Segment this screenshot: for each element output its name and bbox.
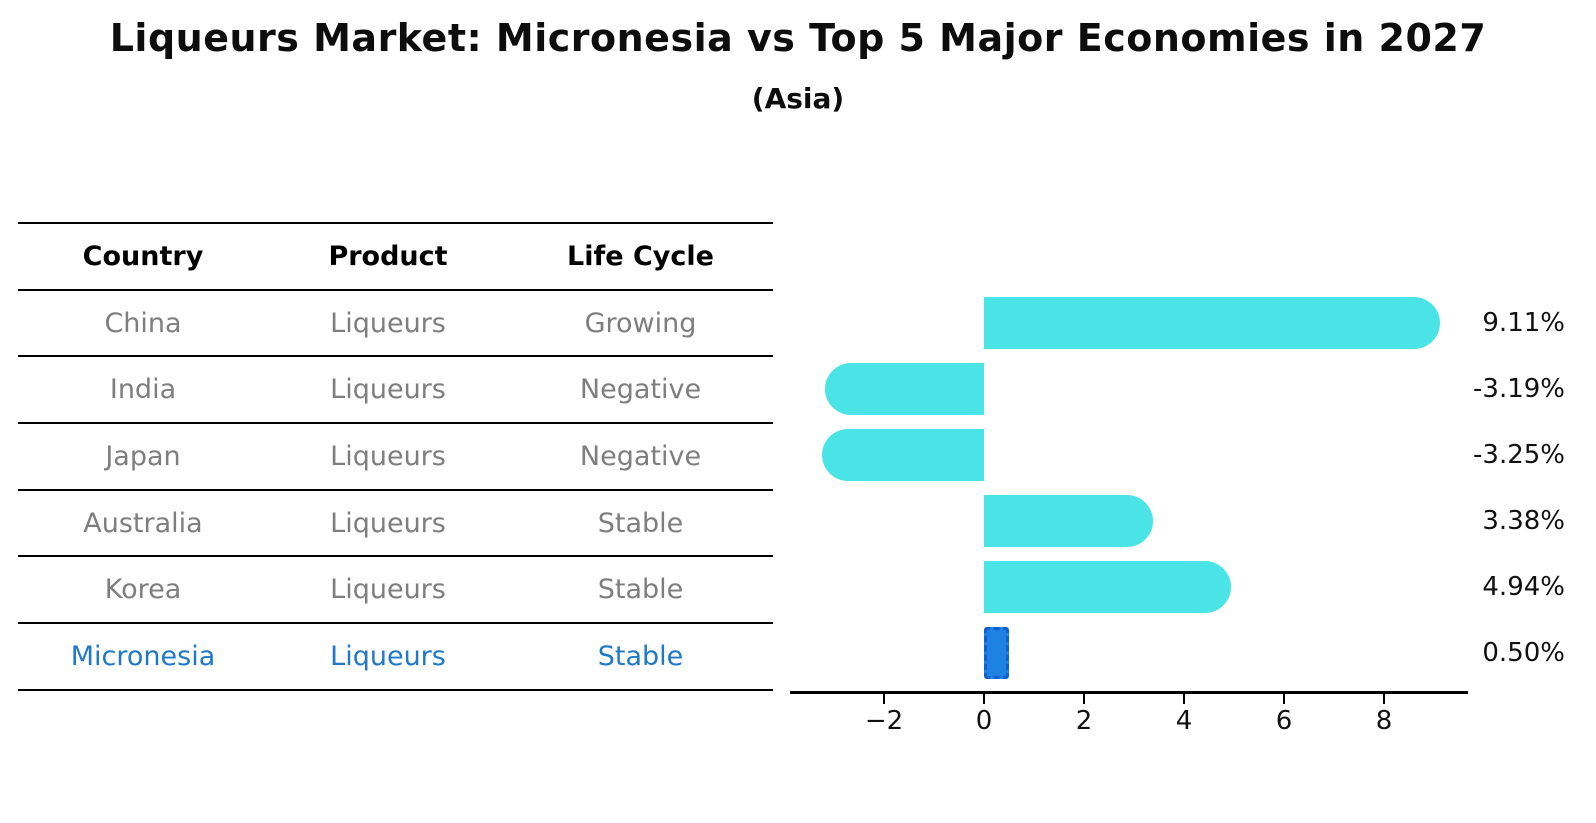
column-header-life-cycle: Life Cycle <box>567 240 714 272</box>
cell-life-cycle: Negative <box>579 374 702 406</box>
page-title: Liqueurs Market: Micronesia vs Top 5 Maj… <box>109 16 1487 60</box>
bar-china <box>984 297 1440 349</box>
cell-country: Australia <box>83 507 203 539</box>
column-header-product: Product <box>328 240 448 272</box>
bar-australia <box>984 495 1153 547</box>
column-header-country: Country <box>82 240 204 272</box>
comparison-table: Country Product Life Cycle China Liqueur… <box>18 222 773 691</box>
table-row: China Liqueurs Growing <box>18 288 773 356</box>
cell-product: Liqueurs <box>330 440 446 472</box>
bar-micronesia <box>984 627 1009 679</box>
x-axis-tick-label: 8 <box>1375 706 1393 736</box>
cell-product: Liqueurs <box>330 507 446 539</box>
x-axis-line <box>790 691 1468 694</box>
cell-country: Japan <box>105 440 181 472</box>
bar-chart: 9.11% -3.19% -3.25% 3.38% 4.94% 0.50% −2 0 2 4 6 8 <box>790 290 1596 770</box>
table-row-highlight-micronesia: Micronesia Liqueurs Stable <box>18 622 773 689</box>
x-axis-tick-label: 0 <box>975 706 993 736</box>
cell-life-cycle: Growing <box>584 307 697 339</box>
bar-japan <box>821 429 984 481</box>
x-axis-tick <box>1283 694 1285 704</box>
cell-life-cycle: Stable <box>597 640 684 672</box>
x-axis-tick <box>983 694 985 704</box>
table-row: Japan Liqueurs Negative <box>18 422 773 489</box>
table-row: Korea Liqueurs Stable <box>18 555 773 622</box>
page-subtitle: (Asia) <box>751 82 845 115</box>
bar-korea <box>984 561 1231 613</box>
value-label-micronesia: 0.50% <box>1482 638 1565 668</box>
x-axis-tick <box>1383 694 1385 704</box>
cell-country: Korea <box>104 574 182 606</box>
value-label-india: -3.19% <box>1473 374 1565 404</box>
x-axis-tick <box>883 694 885 704</box>
cell-life-cycle: Stable <box>597 574 684 606</box>
x-axis-tick <box>1083 694 1085 704</box>
value-label-australia: 3.38% <box>1482 506 1565 536</box>
cell-life-cycle: Stable <box>597 507 684 539</box>
x-axis-tick-label: 4 <box>1175 706 1193 736</box>
table-row: India Liqueurs Negative <box>18 355 773 422</box>
table-row: Australia Liqueurs Stable <box>18 488 773 556</box>
x-axis-tick <box>1183 694 1185 704</box>
cell-life-cycle: Negative <box>579 440 702 472</box>
x-axis-tick-label: 6 <box>1275 706 1293 736</box>
cell-country: China <box>104 307 182 339</box>
cell-product: Liqueurs <box>330 374 446 406</box>
cell-product: Liqueurs <box>330 307 446 339</box>
table-header-row: Country Product Life Cycle <box>18 222 773 289</box>
value-label-japan: -3.25% <box>1473 440 1565 470</box>
cell-product: Liqueurs <box>330 574 446 606</box>
cell-product: Liqueurs <box>330 640 446 672</box>
cell-country: Micronesia <box>70 640 216 672</box>
cell-country: India <box>109 374 177 406</box>
bar-india <box>824 363 984 415</box>
value-label-china: 9.11% <box>1482 308 1565 338</box>
x-axis-tick-label: −2 <box>864 706 904 736</box>
x-axis-tick-label: 2 <box>1075 706 1093 736</box>
value-label-korea: 4.94% <box>1482 572 1565 602</box>
